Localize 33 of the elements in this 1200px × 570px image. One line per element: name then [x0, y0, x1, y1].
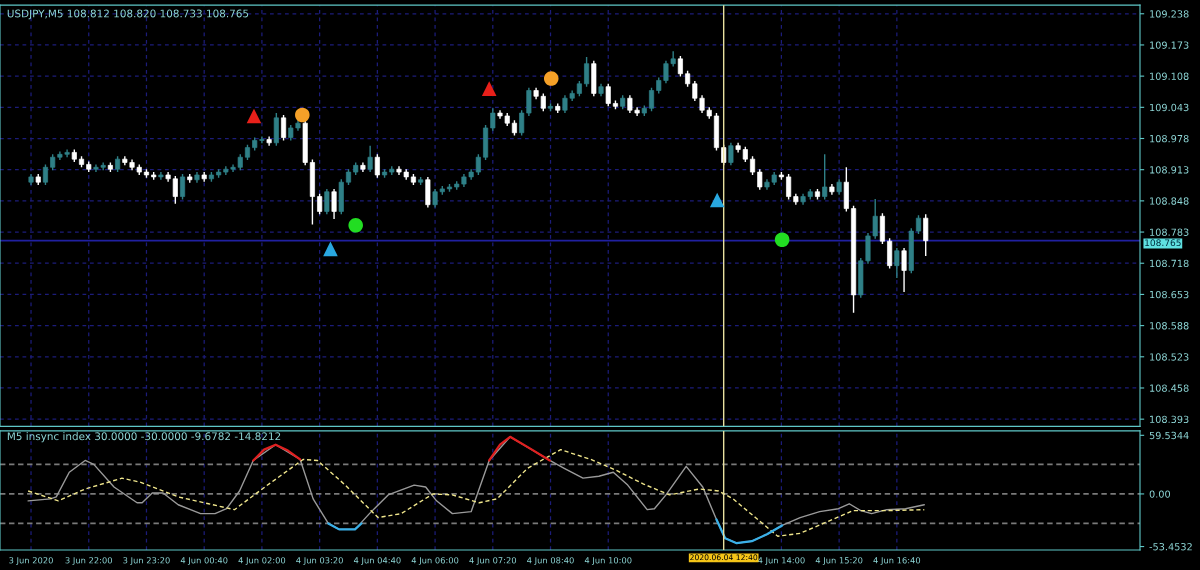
x-tick-label: 4 Jun 02:00: [238, 557, 286, 565]
y-tick-label: 108.653: [1150, 290, 1189, 299]
y-tick-label: 108.913: [1150, 166, 1189, 174]
x-tick-label: 4 Jun 06:00: [411, 557, 459, 565]
ref-line-label: 108.765: [1145, 239, 1181, 247]
x-tick-label: 4 Jun 08:40: [527, 557, 574, 565]
x-tick-label: 3 Jun 22:00: [65, 557, 113, 565]
x-tick-label: 4 Jun 00:40: [180, 557, 228, 565]
y-tick-label: 108.588: [1150, 322, 1189, 330]
y-tick-label: 108.978: [1150, 134, 1189, 143]
y-tick-label: 108.458: [1150, 384, 1189, 392]
x-tick-label: 4 Jun 03:20: [296, 557, 343, 565]
y-tick-label: 109.238: [1150, 10, 1189, 18]
y-tick-label: 109.043: [1150, 103, 1189, 112]
y-tick-label: 108.523: [1150, 353, 1189, 361]
x-tick-label: 4 Jun 16:40: [873, 557, 921, 565]
y-tick-label: -53.4532: [1149, 543, 1192, 551]
y-tick-label: 0.00: [1149, 490, 1171, 498]
x-tick-label: 3 Jun 2020: [9, 557, 53, 565]
y-tick-label: 108.783: [1150, 228, 1189, 236]
x-tick-label: 4 Jun 10:00: [584, 557, 632, 565]
x-tick-label: 4 Jun 04:40: [353, 557, 401, 565]
y-tick-label: 108.848: [1150, 197, 1189, 205]
chart-title: USDJPY,M5 108.812 108.820 108.733 108.765: [7, 9, 249, 20]
x-tick-label: 3 Jun 23:20: [123, 557, 170, 565]
y-tick-label: 59.5344: [1149, 431, 1189, 440]
y-tick-label: 108.393: [1150, 415, 1189, 423]
y-tick-label: 109.173: [1150, 41, 1189, 49]
y-tick-label: 108.718: [1150, 259, 1189, 268]
y-tick-label: 109.108: [1150, 72, 1189, 80]
x-tick-label: 4 Jun 15:20: [815, 557, 863, 565]
x-tick-label: 4 Jun 07:20: [469, 557, 517, 565]
chart-title: M5 insync index 30.0000 -30.0000 -9.6782 -14.8212: [7, 432, 281, 443]
